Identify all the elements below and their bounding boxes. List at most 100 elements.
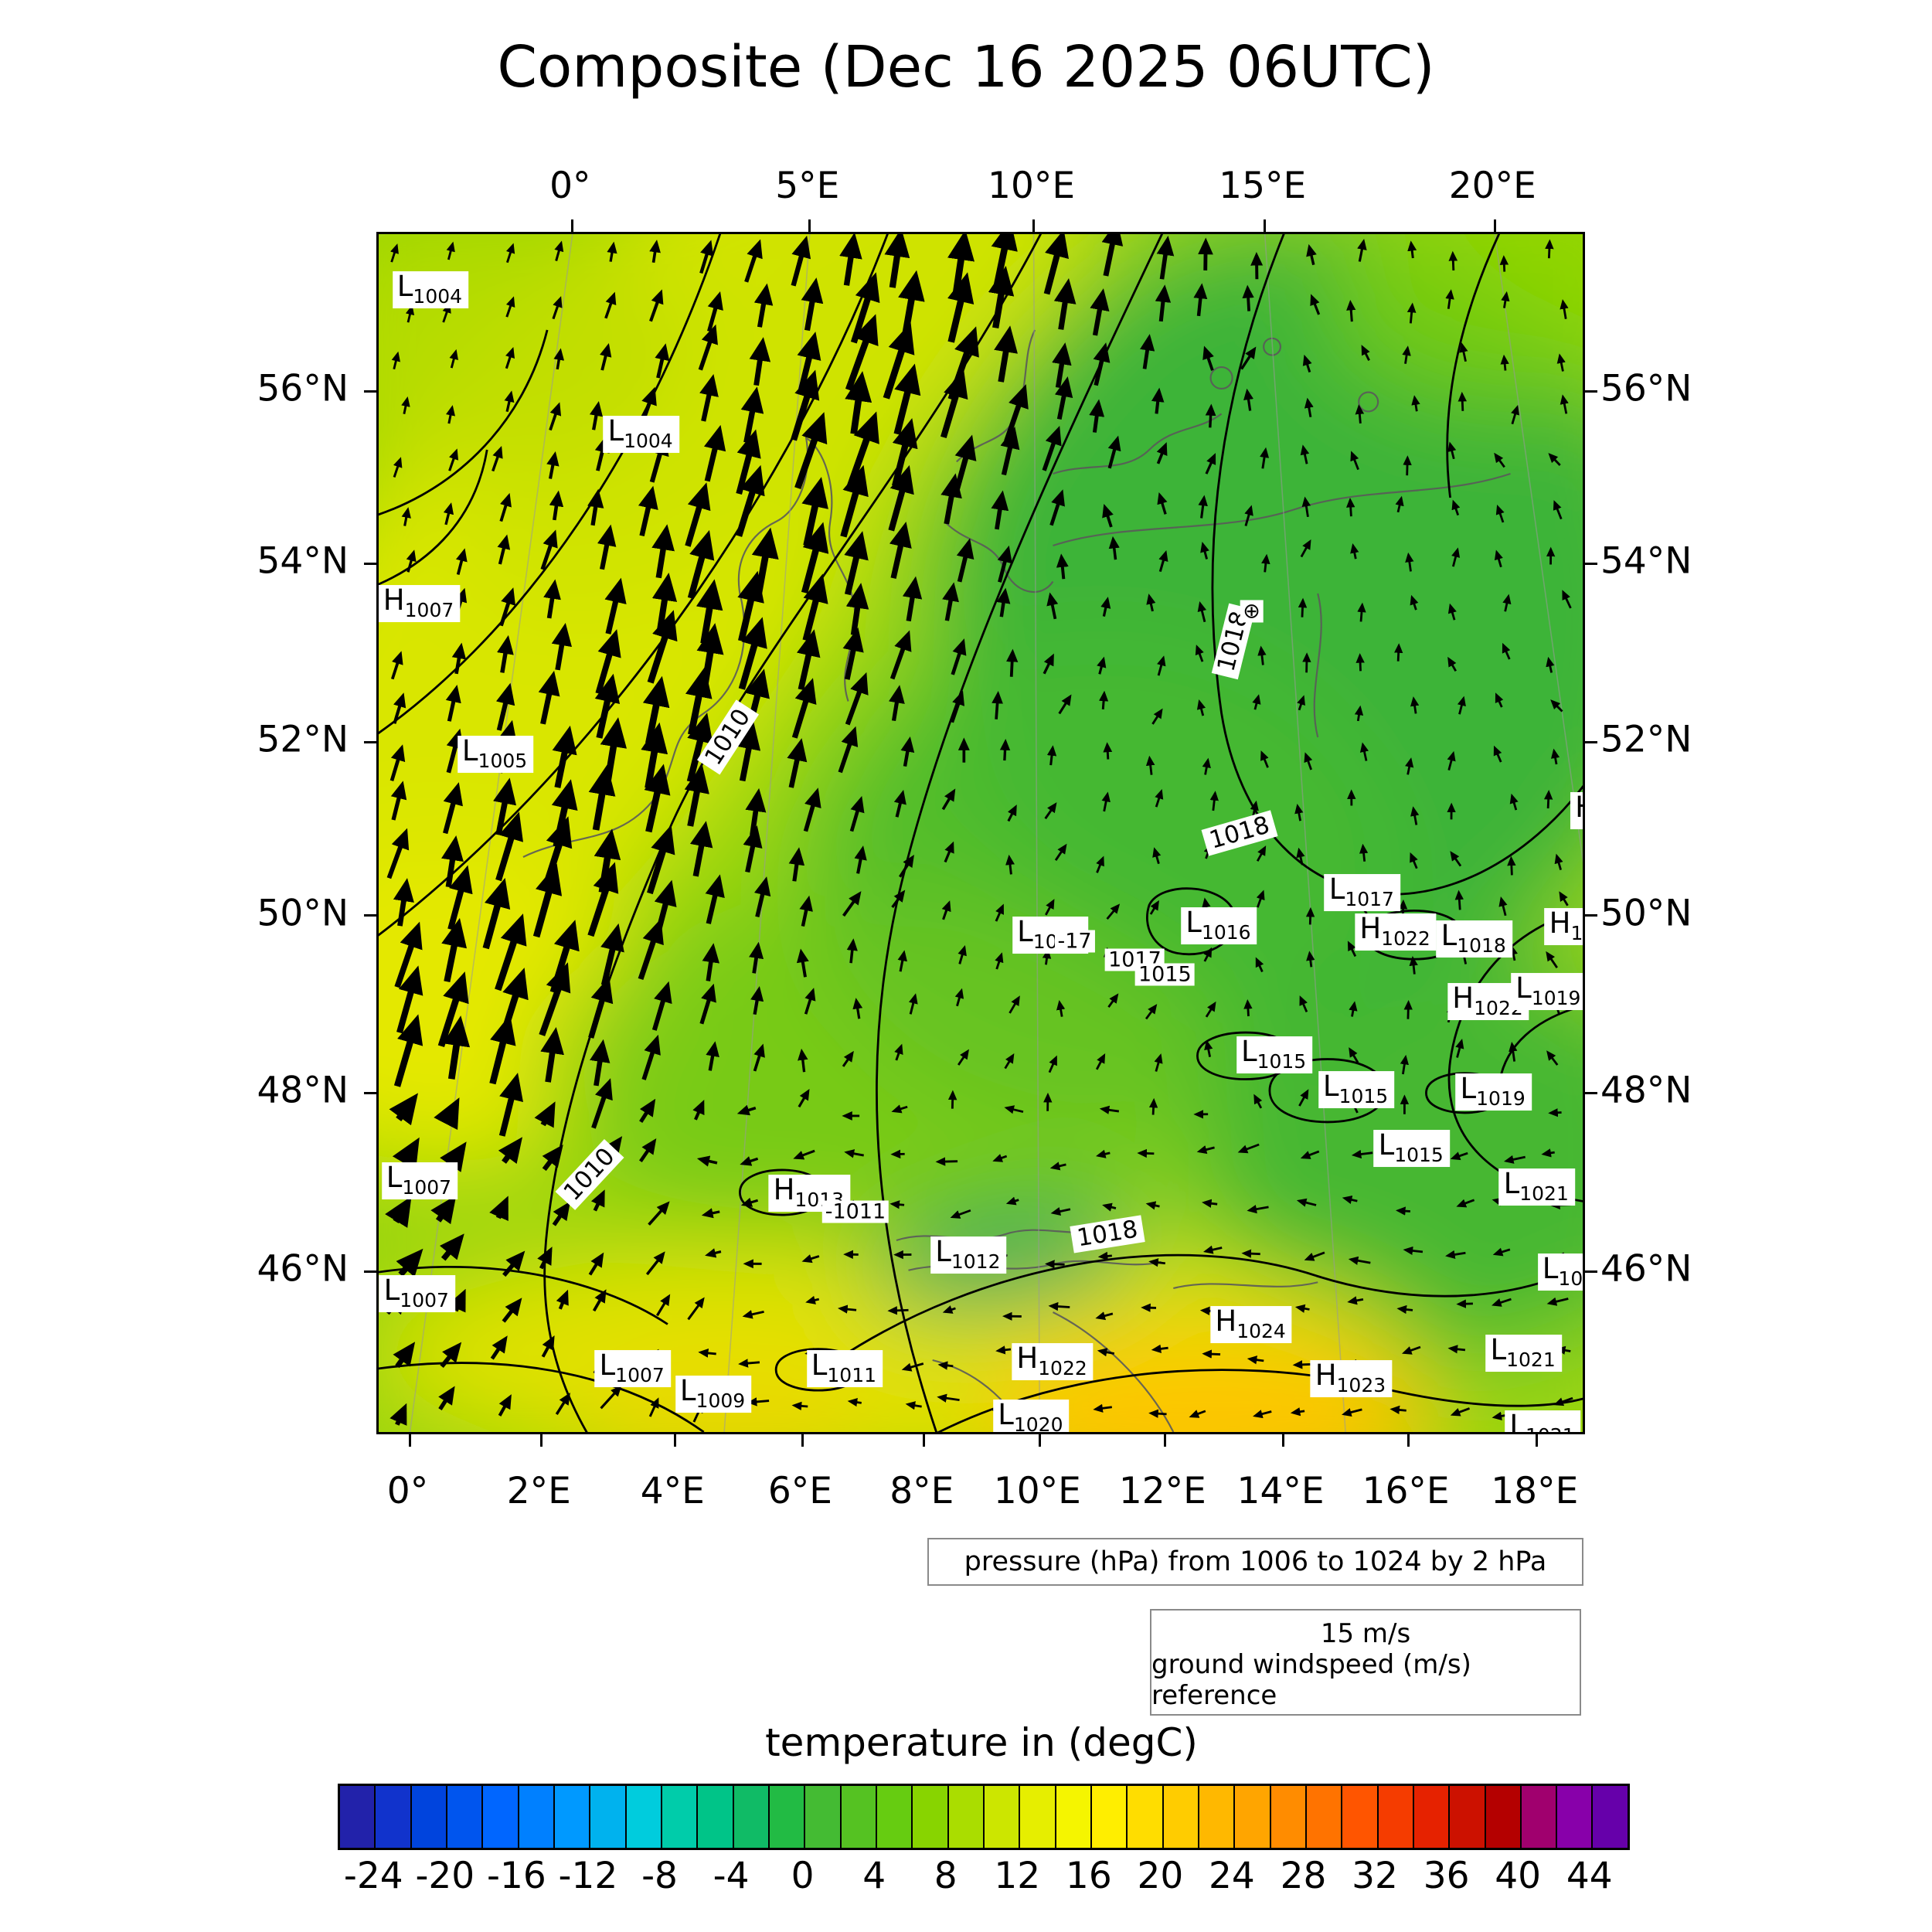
colorbar-segment (660, 1786, 697, 1848)
lon-label: 0° (549, 165, 591, 207)
lat-label: 56°N (1600, 367, 1692, 410)
lat-label: 52°N (1600, 718, 1692, 761)
lon-label: 18°E (1491, 1470, 1579, 1512)
colorbar-tick: 8 (934, 1855, 957, 1897)
lon-label: 16°E (1362, 1470, 1450, 1512)
colorbar-segment (340, 1786, 375, 1848)
lat-label: 56°N (257, 367, 349, 410)
colorbar-segment (553, 1786, 590, 1848)
colorbar-segment (732, 1786, 768, 1848)
colorbar-tick: -20 (415, 1855, 475, 1897)
axis-tick (364, 914, 376, 917)
axis-tick (1163, 1434, 1166, 1447)
colorbar-segment (1484, 1786, 1520, 1848)
axis-tick (364, 389, 376, 393)
axis-tick (1585, 914, 1597, 917)
axis-tick (364, 1270, 376, 1273)
lon-label: 5°E (775, 165, 840, 207)
lon-label: 6°E (767, 1470, 832, 1512)
colorbar-tick: 20 (1137, 1855, 1184, 1897)
colorbar-segment (481, 1786, 518, 1848)
map-panel: L1004L1004H1007L1005HL1017L1014L1016H102… (376, 232, 1585, 1434)
lon-label: 15°E (1219, 165, 1307, 207)
axis-tick (1281, 1434, 1284, 1447)
axis-tick (571, 219, 574, 232)
colorbar-tick: -8 (641, 1855, 678, 1897)
colorbar-segment (1519, 1786, 1556, 1848)
colorbar-segment (1448, 1786, 1485, 1848)
colorbar-tick: 32 (1352, 1855, 1398, 1897)
colorbar-segment (1591, 1786, 1628, 1848)
page-title: Composite (Dec 16 2025 06UTC) (497, 34, 1435, 100)
colorbar-tick-labels: -24 -20 -16 -12 -8 -4 0 4 8 12 16 20 24 28 32 36 40 44 (338, 1855, 1625, 1904)
colorbar-tick: 24 (1209, 1855, 1255, 1897)
colorbar-segment (517, 1786, 553, 1848)
colorbar-segment (624, 1786, 661, 1848)
axis-tick (808, 219, 811, 232)
colorbar-segment (1090, 1786, 1127, 1848)
colorbar-segment (804, 1786, 840, 1848)
colorbar-title: temperature in (degC) (765, 1720, 1198, 1765)
colorbar-segment (1376, 1786, 1413, 1848)
pressure-caption-box: pressure (hPa) from 1006 to 1024 by 2 hP… (927, 1538, 1583, 1586)
lat-label: 46°N (1600, 1247, 1692, 1291)
colorbar-tick: 28 (1280, 1855, 1327, 1897)
colorbar-segment (875, 1786, 912, 1848)
colorbar-segment (1233, 1786, 1270, 1848)
axis-tick (1493, 219, 1496, 232)
colorbar-tick: -16 (486, 1855, 546, 1897)
colorbar-segment (947, 1786, 983, 1848)
colorbar-tick: 12 (994, 1855, 1041, 1897)
lon-label: 20°E (1448, 165, 1536, 207)
colorbar-segment (1126, 1786, 1162, 1848)
axis-tick (409, 1434, 411, 1447)
lat-label: 48°N (1600, 1069, 1692, 1112)
axis-tick (1406, 1434, 1410, 1447)
colorbar-tick: 36 (1423, 1855, 1470, 1897)
colorbar-segment (1019, 1786, 1055, 1848)
wind-reference-speed: 15 m/s (1320, 1618, 1411, 1649)
lat-label: 54°N (1600, 539, 1692, 583)
lon-label: 10°E (993, 1470, 1081, 1512)
latitude-axis-right: 56°N 54°N 52°N 50°N 48°N 46°N (1590, 232, 1930, 1430)
colorbar-segment (1197, 1786, 1234, 1848)
axis-tick (1585, 562, 1597, 565)
colorbar-segment (911, 1786, 947, 1848)
longitude-axis-top: 0° 5°E 10°E 15°E 20°E (376, 153, 1580, 207)
colorbar-segment (696, 1786, 733, 1848)
colorbar-segment (1412, 1786, 1449, 1848)
lat-label: 46°N (257, 1247, 349, 1291)
axis-tick (1585, 1091, 1597, 1094)
colorbar-tick: 16 (1065, 1855, 1112, 1897)
colorbar-segment (1269, 1786, 1305, 1848)
axis-tick (1585, 1270, 1597, 1273)
map-canvas (379, 234, 1583, 1432)
latitude-axis-left: 56°N 54°N 52°N 50°N 48°N 46°N (0, 232, 359, 1430)
wind-reference-legend: 15 m/s ground windspeed (m/s) reference (1150, 1609, 1581, 1716)
colorbar-segment (767, 1786, 804, 1848)
colorbar-segment (839, 1786, 876, 1848)
axis-tick (364, 740, 376, 743)
lon-label: 2°E (506, 1470, 571, 1512)
axis-tick (1038, 1434, 1041, 1447)
colorbar-tick: 40 (1495, 1855, 1542, 1897)
lat-label: 48°N (257, 1069, 349, 1112)
lon-label: 8°E (889, 1470, 954, 1512)
colorbar-segment (982, 1786, 1019, 1848)
colorbar-segment (1556, 1786, 1592, 1848)
colorbar-segment (589, 1786, 625, 1848)
colorbar-segment (1304, 1786, 1342, 1848)
axis-tick (364, 1091, 376, 1094)
lon-label: 14°E (1236, 1470, 1325, 1512)
lon-label: 0° (386, 1470, 429, 1512)
colorbar-tick: 0 (791, 1855, 815, 1897)
axis-tick (1032, 219, 1036, 232)
axis-tick (801, 1434, 804, 1447)
lat-label: 50°N (1600, 892, 1692, 935)
colorbar-segment (1054, 1786, 1090, 1848)
axis-tick (1536, 1434, 1539, 1447)
colorbar-segment (1162, 1786, 1198, 1848)
lat-label: 52°N (257, 718, 349, 761)
axis-tick (923, 1434, 926, 1447)
colorbar-tick: -12 (558, 1855, 618, 1897)
